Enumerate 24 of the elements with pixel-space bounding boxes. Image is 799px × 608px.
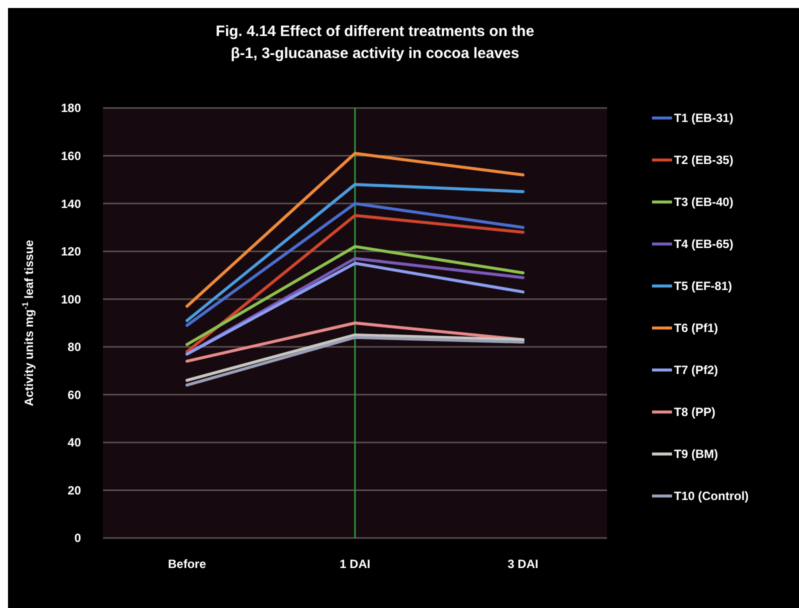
y-tick-label: 60: [68, 388, 82, 402]
y-tick-label: 160: [60, 148, 82, 163]
legend-label: T6 (Pf1): [674, 321, 718, 336]
chart-title: Fig. 4.14 Effect of different treatments on the β-1, 3-glucanase activity in cocoa leaves: [216, 23, 534, 62]
legend-label: T3 (EB-40): [674, 195, 734, 210]
y-tick-label: 20: [68, 483, 82, 498]
y-tick-label: 0: [74, 531, 82, 546]
legend-label: T10 (Control): [674, 489, 749, 504]
y-tick-label: 40: [68, 436, 82, 450]
x-tick-label: 1 DAI: [340, 557, 370, 571]
y-tick-label: 80: [68, 340, 82, 354]
legend-label: T8 (PP): [674, 405, 716, 420]
y-tick-label: 140: [60, 196, 82, 211]
legend-label: T1 (EB-31): [674, 111, 734, 126]
x-tick-label: 3 DAI: [508, 557, 538, 571]
legend-label: T2 (EB-35): [674, 153, 734, 168]
y-tick-label: 120: [60, 244, 82, 259]
legend-label: T4 (EB-65): [674, 237, 734, 252]
legend-label: T7 (Pf2): [674, 363, 718, 378]
x-tick-label: Before: [168, 557, 206, 571]
legend-label: T5 (EF-81): [674, 279, 732, 294]
y-tick-label: 180: [60, 101, 82, 116]
y-tick-label: 100: [60, 292, 82, 306]
legend-label: T9 (BM): [674, 447, 718, 462]
